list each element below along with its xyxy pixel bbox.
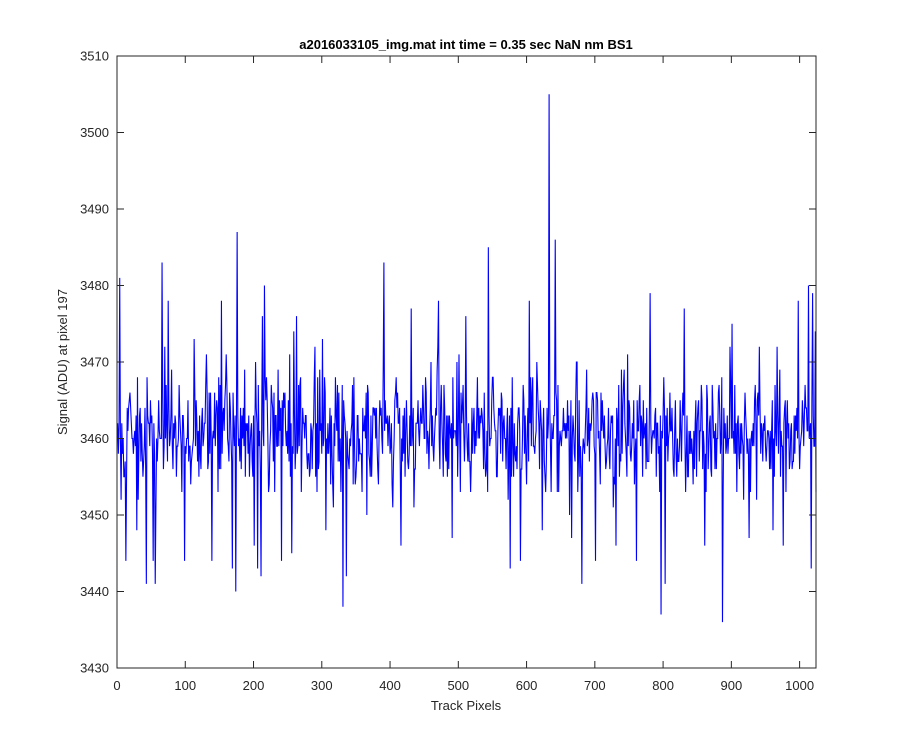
x-tick-label-300: 300 [311,678,333,693]
x-tick-label-600: 600 [516,678,538,693]
y-tick-label-3450: 3450 [80,508,109,523]
series-line-0 [117,94,817,623]
x-tick-label-1000: 1000 [785,678,814,693]
x-tick-label-0: 0 [113,678,120,693]
x-axis-label: Track Pixels [431,698,502,713]
y-tick-label-3470: 3470 [80,355,109,370]
x-tick-label-100: 100 [174,678,196,693]
x-tick-label-500: 500 [447,678,469,693]
ticks-layer: 0 100 200 300 400 500 600 700 800 900 1000 3430 3440… [80,49,816,693]
y-tick-label-3490: 3490 [80,202,109,217]
y-tick-label-3500: 3500 [80,125,109,140]
y-tick-label-3430: 3430 [80,661,109,676]
y-tick-label-3510: 3510 [80,49,109,64]
x-tick-label-900: 900 [721,678,743,693]
y-tick-label-3480: 3480 [80,278,109,293]
x-tick-label-800: 800 [652,678,674,693]
chart-title: a2016033105_img.mat int time = 0.35 sec … [299,37,633,52]
x-tick-label-200: 200 [243,678,265,693]
x-tick-label-400: 400 [379,678,401,693]
series-layer [117,94,817,623]
x-tick-label-700: 700 [584,678,606,693]
y-tick-label-3460: 3460 [80,431,109,446]
y-tick-label-3440: 3440 [80,584,109,599]
y-axis-label: Signal (ADU) at pixel 197 [55,289,70,435]
